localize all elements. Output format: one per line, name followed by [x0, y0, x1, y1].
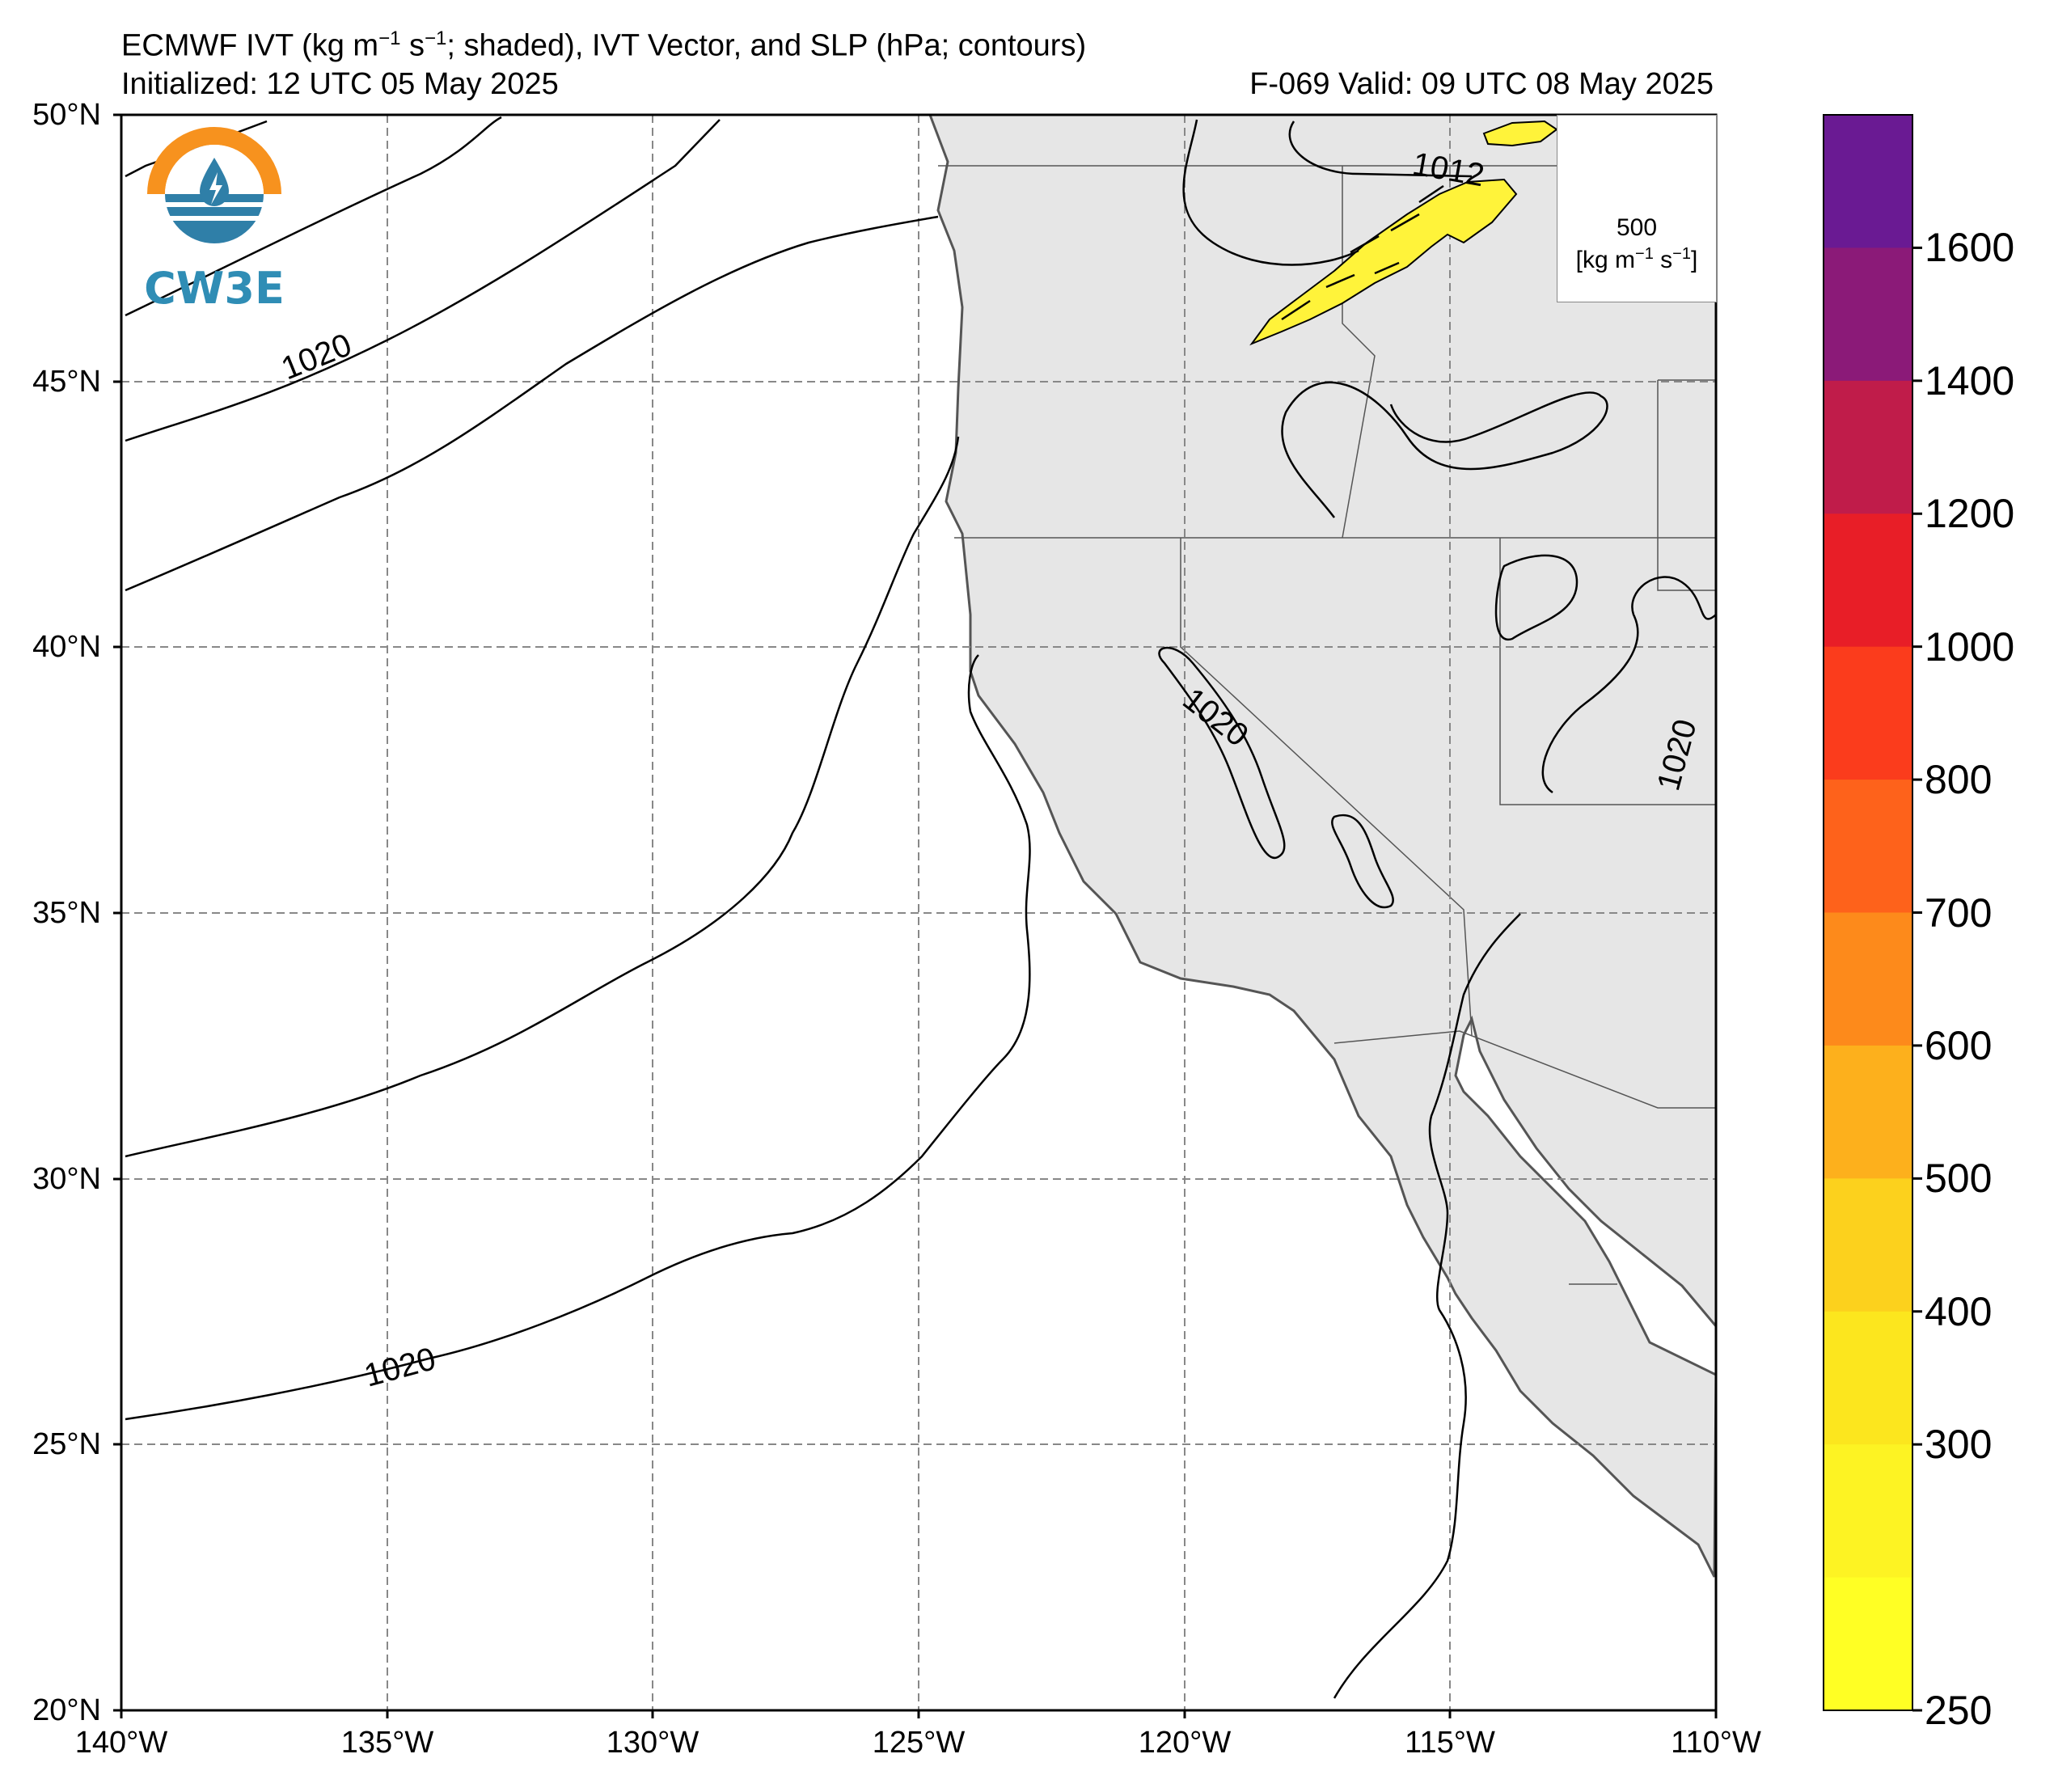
- colorbar-tick-label: 700: [1925, 890, 1993, 936]
- lon-label: 135°W: [340, 1726, 434, 1760]
- map-title: ECMWF IVT (kg m−1 s−1; shaded), IVT Vect…: [121, 27, 1087, 63]
- cw3e-logo: CW3E: [133, 125, 295, 314]
- colorbar-segment: [1824, 247, 1912, 382]
- lat-label: 50°N: [32, 98, 101, 132]
- lat-label: 45°N: [32, 365, 101, 399]
- lon-label: 120°W: [1138, 1726, 1232, 1760]
- colorbar-segment: [1824, 912, 1912, 1046]
- colorbar-tick-label: 300: [1925, 1422, 1993, 1468]
- logo-text: CW3E: [144, 263, 285, 314]
- lon-label: 125°W: [872, 1726, 966, 1760]
- contour-label: 1020: [277, 327, 357, 387]
- gridlines: [121, 115, 1716, 1710]
- state-borders: [938, 165, 1716, 1285]
- contour-label: 1020: [361, 1341, 439, 1394]
- colorbar-tick-label: 1200: [1925, 491, 2015, 537]
- lon-label: 115°W: [1405, 1726, 1495, 1760]
- lat-label: 40°N: [32, 630, 101, 664]
- land-area: [845, 113, 1718, 1578]
- colorbar-segment: [1824, 646, 1912, 780]
- colorbar-segment: [1824, 780, 1912, 913]
- colorbar-segment: [1824, 380, 1912, 514]
- ivt-vectors: [1281, 184, 1444, 321]
- vector-reference-unit: [kg m−1 s−1]: [1575, 245, 1698, 273]
- colorbar-tick-label: 400: [1925, 1288, 1993, 1334]
- colorbar: [1823, 114, 1922, 1712]
- colorbar-tick-label: 1600: [1925, 225, 2015, 271]
- lon-label: 140°W: [74, 1726, 168, 1760]
- colorbar-tick-label: 800: [1925, 757, 1993, 803]
- colorbar-tick-label: 1400: [1925, 357, 2015, 404]
- colorbar-tick-label: 500: [1925, 1156, 1993, 1202]
- colorbar-segment: [1824, 115, 1912, 248]
- colorbar-segment: [1824, 1178, 1912, 1312]
- colorbar-segment: [1824, 1444, 1912, 1579]
- vector-reference-value: 500: [1616, 214, 1658, 241]
- colorbar-tick-label: 600: [1925, 1022, 1993, 1068]
- lon-label: 130°W: [606, 1726, 699, 1760]
- initialized-time: Initialized: 12 UTC 05 May 2025: [121, 67, 559, 101]
- lon-label: 110°W: [1671, 1726, 1761, 1760]
- lat-label: 35°N: [32, 896, 101, 930]
- colorbar-segment: [1824, 1311, 1912, 1445]
- lat-label: 20°N: [32, 1693, 101, 1727]
- valid-time: F-069 Valid: 09 UTC 08 May 2025: [1249, 67, 1714, 101]
- ivt-shading: [1249, 120, 1558, 346]
- colorbar-tick-label: 250: [1925, 1688, 1993, 1733]
- colorbar-tick-label: 1000: [1925, 623, 2015, 670]
- colorbar-segment: [1824, 1045, 1912, 1179]
- vector-reference-box: 500 [kg m−1 s−1]: [1557, 115, 1717, 302]
- lat-label: 30°N: [32, 1162, 101, 1196]
- lat-label: 25°N: [32, 1427, 101, 1461]
- colorbar-segment: [1824, 514, 1912, 648]
- axis-ticks: [113, 113, 1718, 1718]
- colorbar-segment: [1824, 1577, 1912, 1711]
